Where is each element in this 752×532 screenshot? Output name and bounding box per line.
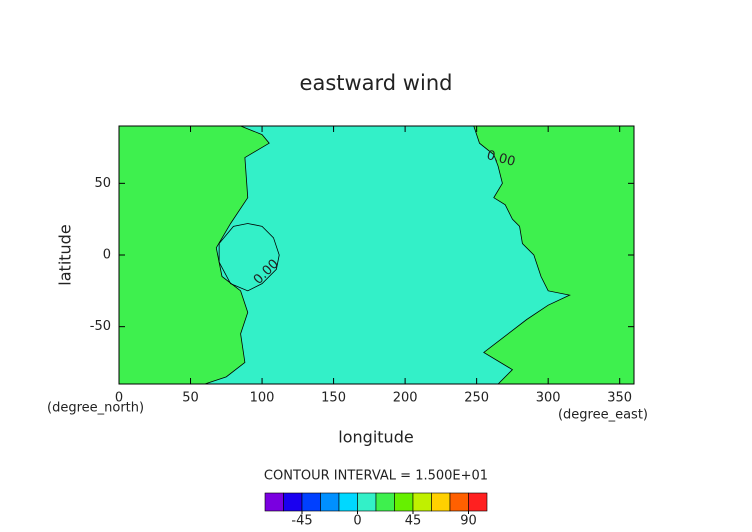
x-tick-label: 150 — [321, 391, 346, 406]
x-tick-label: 100 — [250, 391, 275, 406]
colorbar-tick-label: -45 — [291, 514, 312, 529]
x-tick-label: 300 — [536, 391, 561, 406]
contour-interval: CONTOUR INTERVAL = 1.500E+01 — [264, 469, 488, 484]
colorbar-box — [468, 492, 488, 512]
x-tick-label: 50 — [182, 391, 199, 406]
x-tick-label: 350 — [607, 391, 632, 406]
colorbar-box — [338, 492, 358, 512]
y-axis-label: latitude — [56, 224, 75, 285]
colorbar-tick-label: 45 — [405, 514, 422, 529]
contour-line — [218, 223, 280, 292]
colorbar-box — [283, 492, 303, 512]
x-tick-label: 200 — [393, 391, 418, 406]
chart-title: eastward wind — [300, 71, 453, 95]
x-axis-label: longitude — [338, 428, 413, 447]
y-tick-label: 0 — [103, 248, 111, 263]
colorbar-box — [357, 492, 377, 512]
colorbar-tick-label: 0 — [353, 514, 361, 529]
colorbar-box — [394, 492, 414, 512]
x-units: (degree_east) — [558, 408, 648, 423]
x-tick-label: 0 — [115, 391, 123, 406]
colorbar-box — [301, 492, 321, 512]
colorbar-box — [264, 492, 284, 512]
colorbar-box — [375, 492, 395, 512]
y-tick-label: 50 — [94, 176, 111, 191]
colorbar-box — [320, 492, 340, 512]
colorbar-box — [412, 492, 432, 512]
contour-label: 0.00 — [485, 148, 517, 170]
y-tick-label: -50 — [90, 319, 111, 334]
colorbar-tick-label: 90 — [460, 514, 477, 529]
colorbar-box — [431, 492, 451, 512]
colorbar-box — [449, 492, 469, 512]
y-units: (degree_north) — [47, 401, 144, 416]
region — [204, 125, 571, 385]
x-tick-label: 250 — [464, 391, 489, 406]
